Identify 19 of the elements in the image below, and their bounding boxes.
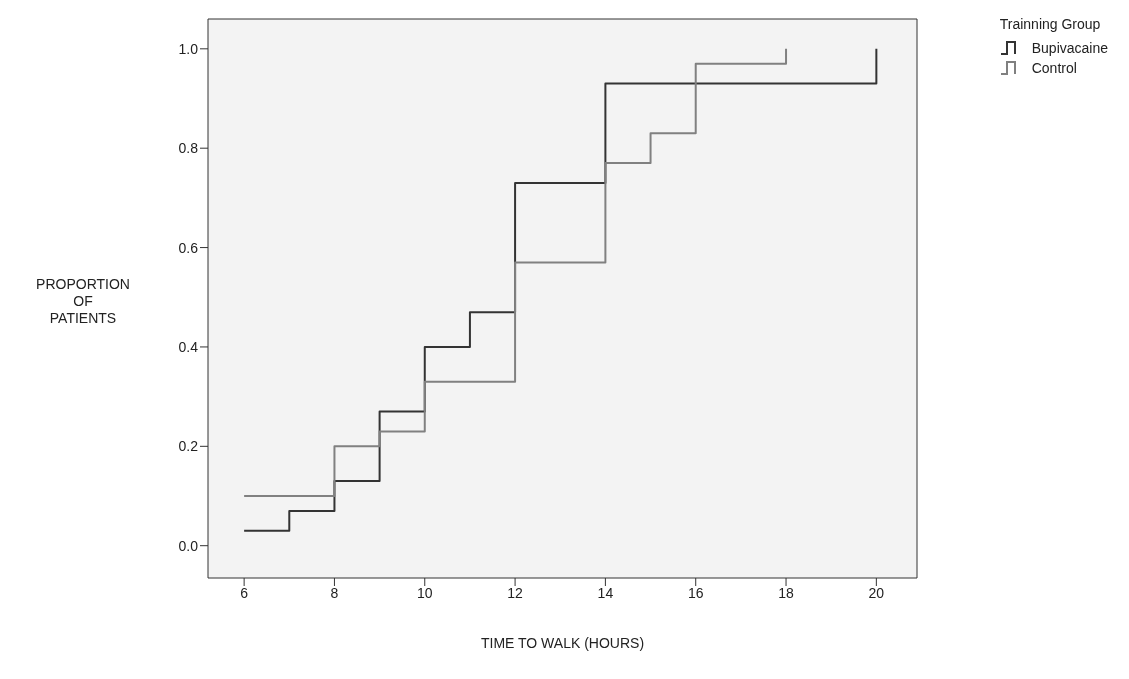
legend-label: Control <box>1031 60 1077 76</box>
y-tick-label: 0.2 <box>178 438 199 455</box>
legend-label: Bupivacaine <box>1031 40 1108 56</box>
x-tick-label: 14 <box>597 584 614 601</box>
y-tick-label: 0.4 <box>178 338 199 355</box>
x-tick-label: 6 <box>240 584 249 601</box>
y-tick-label: 0.6 <box>178 239 199 256</box>
x-tick-label: 8 <box>330 584 339 601</box>
x-tick-label: 18 <box>778 584 795 601</box>
y-tick-label: 1.0 <box>178 40 199 57</box>
y-tick-label: 0.0 <box>178 537 199 554</box>
x-axis-title: TIME TO WALK (HOURS) <box>480 635 645 651</box>
x-tick-label: 20 <box>868 584 885 601</box>
x-tick-label: 16 <box>687 584 704 601</box>
y-axis-title: PROPORTION OF PATIENTS <box>36 275 130 326</box>
y-tick-label: 0.8 <box>178 140 199 157</box>
legend-title: Trainning Group <box>999 16 1102 32</box>
x-tick-label: 10 <box>416 584 433 601</box>
x-tick-label: 12 <box>507 584 524 601</box>
